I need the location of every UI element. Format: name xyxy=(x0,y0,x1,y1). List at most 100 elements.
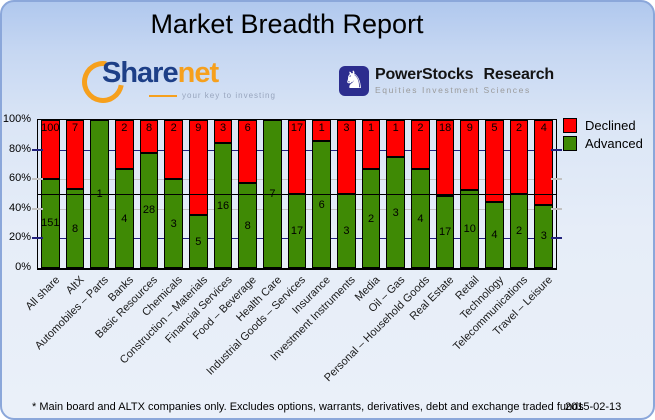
bar-segment-declined xyxy=(386,120,406,157)
bar-segment-declined xyxy=(114,120,134,170)
legend-item-advanced: Advanced xyxy=(563,136,643,151)
bar-segment-declined xyxy=(40,120,60,179)
y-tick-label: 60% xyxy=(8,172,31,185)
stacked-bar xyxy=(188,120,208,268)
bar-segment-advanced xyxy=(188,215,208,268)
bar-column xyxy=(531,120,556,268)
bar-segment-advanced xyxy=(386,157,406,268)
bar-column xyxy=(161,120,186,268)
legend-label: Advanced xyxy=(585,136,643,151)
y-tick-20-right xyxy=(551,237,562,240)
powerstocks-title: PowerStocks Research xyxy=(375,66,554,83)
bar-segment-advanced xyxy=(460,190,480,268)
bar-segment-declined xyxy=(411,120,430,170)
bar-segment-declined xyxy=(312,120,332,142)
bar-segment-advanced xyxy=(238,183,258,268)
bar-segment-advanced xyxy=(139,152,159,268)
y-tick-label: 20% xyxy=(8,231,31,244)
y-tick-label: 0% xyxy=(15,261,31,273)
bar-segment-advanced xyxy=(312,141,332,268)
bar-segment-declined xyxy=(361,120,381,170)
bar-segment-advanced xyxy=(337,194,356,268)
bar-segment-advanced xyxy=(65,189,85,268)
bar-column xyxy=(38,120,63,268)
bar-segment-declined xyxy=(287,120,307,194)
y-tick-60-left xyxy=(32,178,43,181)
bar-segment-declined xyxy=(337,120,356,194)
y-tick-80-left xyxy=(32,148,43,151)
bar-segment-advanced xyxy=(114,169,134,268)
bar-segment-declined xyxy=(188,120,208,216)
sharenet-tagline: your key to investing xyxy=(182,91,276,100)
y-tick-label: 40% xyxy=(8,201,31,214)
x-category-label: All share xyxy=(23,274,62,313)
bar-segment-declined xyxy=(435,120,455,197)
bar-column xyxy=(186,120,211,268)
bar-segment-advanced xyxy=(361,169,381,268)
bar-segment-advanced xyxy=(509,194,529,268)
stacked-bar xyxy=(312,120,332,268)
page-title: Market Breadth Report xyxy=(150,9,424,39)
y-tick-80-right xyxy=(551,148,562,151)
stacked-bar xyxy=(139,120,159,268)
bar-segment-advanced xyxy=(435,196,455,268)
bar-segment-advanced xyxy=(213,143,233,268)
stacked-bar xyxy=(287,120,307,268)
bar-column xyxy=(334,120,359,268)
stacked-bar xyxy=(40,120,60,268)
bar-column xyxy=(383,120,408,268)
bar-column xyxy=(433,120,458,268)
bar-segment-advanced xyxy=(534,204,554,268)
stacked-bar xyxy=(509,120,529,268)
bar-segment-declined xyxy=(164,120,184,180)
footer-note: * Main board and ALTX companies only. Ex… xyxy=(32,401,584,413)
bar-segment-advanced xyxy=(164,179,184,268)
bar-segment-advanced xyxy=(485,202,504,268)
bar-column xyxy=(457,120,482,268)
stacked-bar xyxy=(164,120,184,268)
stacked-bar xyxy=(238,120,258,268)
sharenet-wordmark: Sharenet xyxy=(102,57,219,90)
report-date: 2015-02-13 xyxy=(565,401,622,413)
legend-label: Declined xyxy=(585,118,636,133)
bar-column xyxy=(507,120,532,268)
bar-segment-advanced xyxy=(411,169,430,268)
plot-area: 100 151 7 8 1 2 4 8 28 2 3 9 5 3 16 6 8 7 17 17 1 6 3 3 1 2 1 3 2 4 18… xyxy=(32,119,562,270)
legend: Declined Advanced xyxy=(563,118,643,154)
sharenet-underline xyxy=(149,94,177,97)
knight-chess-icon: ♞ xyxy=(339,66,369,96)
stacked-bar xyxy=(435,120,455,268)
bar-segment-declined xyxy=(139,120,159,153)
legend-swatch-advanced xyxy=(563,136,577,151)
bar-column xyxy=(285,120,310,268)
y-tick-60-right xyxy=(551,178,562,181)
powerstocks-text: PowerStocks Research Equities Investment… xyxy=(375,66,554,95)
bar-segment-declined xyxy=(460,120,480,191)
bar-segment-declined xyxy=(509,120,529,194)
legend-item-declined: Declined xyxy=(563,118,643,133)
bar-segment-advanced xyxy=(40,178,60,268)
bar-column xyxy=(211,120,236,268)
stacked-bar xyxy=(485,120,504,268)
bar-column xyxy=(63,120,88,268)
reference-line-50 xyxy=(38,193,556,195)
legend-swatch-declined xyxy=(563,118,577,133)
sharenet-wordmark-accent: net xyxy=(177,57,219,89)
bars-row xyxy=(38,120,556,268)
bar-segment-advanced xyxy=(287,194,307,268)
bar-column xyxy=(482,120,507,268)
bar-segment-declined xyxy=(213,120,233,144)
sharenet-tagline-row: your key to investing xyxy=(149,91,289,100)
y-axis-labels: 0% 20% 40% 60% 80% 100% xyxy=(2,113,32,273)
bar-segment-declined xyxy=(534,120,554,205)
y-tick-40-left xyxy=(32,207,43,210)
knight-glyph: ♞ xyxy=(343,67,365,94)
bar-column xyxy=(309,120,334,268)
stacked-bar xyxy=(460,120,480,268)
y-tick-label: 100% xyxy=(2,113,31,125)
bar-segment-declined xyxy=(485,120,504,203)
y-tick-20-left xyxy=(32,237,43,240)
stacked-bar xyxy=(534,120,554,268)
bar-column xyxy=(137,120,162,268)
